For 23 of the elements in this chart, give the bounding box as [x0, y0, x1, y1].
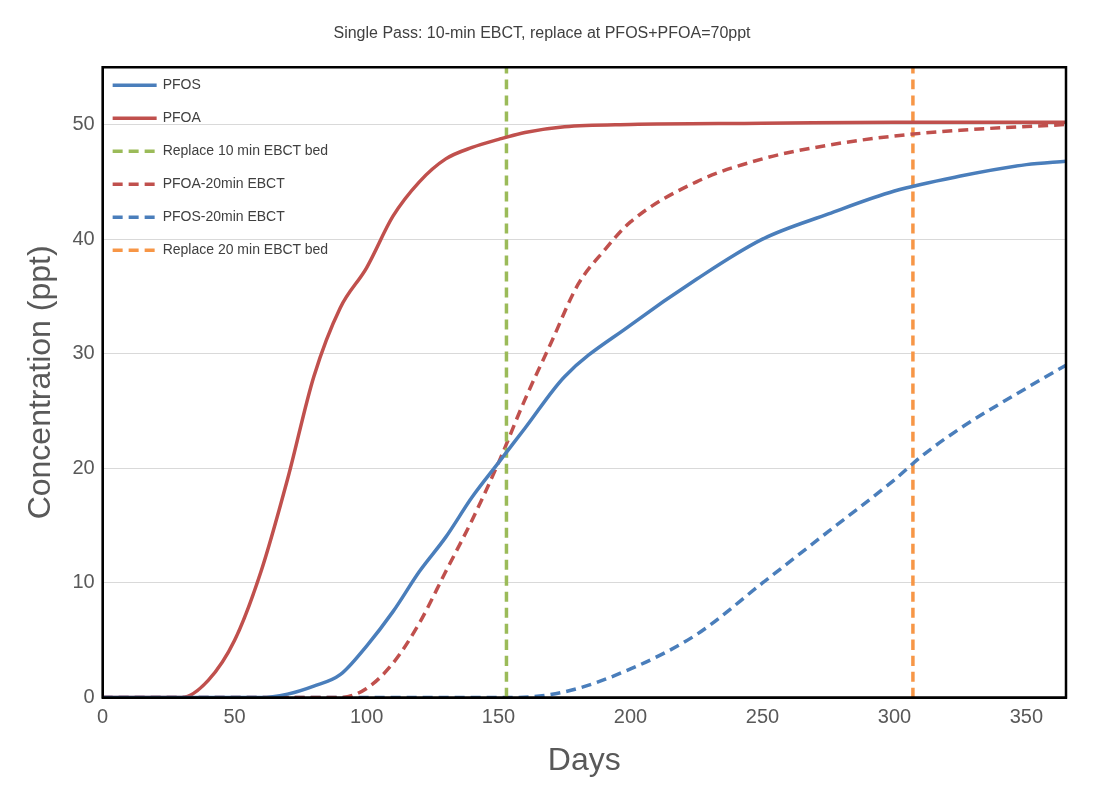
y-tick-label: 50: [72, 112, 95, 135]
y-axis-title: Concentration (ppt): [21, 245, 58, 520]
y-tick-label: 20: [72, 455, 95, 478]
x-tick-label: 100: [349, 705, 384, 728]
legend-label: PFOA: [162, 109, 202, 126]
y-tick-label: 30: [72, 341, 95, 364]
legend-label: Replace 20 min EBCT bed: [162, 241, 329, 258]
legend-label: PFOS-20min EBCT: [162, 208, 286, 225]
x-tick-label: 300: [877, 705, 912, 728]
y-tick-label: 0: [83, 685, 95, 708]
legend-label: Replace 10 min EBCT bed: [162, 142, 329, 159]
legend-label: PFOS: [162, 76, 201, 93]
x-tick-label: 0: [97, 705, 109, 728]
x-axis-title: Days: [547, 740, 621, 777]
chart-title: Single Pass: 10-min EBCT, replace at PFOS+PFOA=70ppt: [333, 24, 752, 42]
x-tick-label: 250: [745, 705, 780, 728]
x-tick-label: 200: [613, 705, 648, 728]
x-tick-label: 350: [1009, 705, 1044, 728]
x-tick-label: 50: [223, 705, 246, 728]
y-tick-label: 40: [72, 226, 95, 249]
x-tick-label: 150: [481, 705, 516, 728]
y-tick-label: 10: [72, 570, 95, 593]
legend-label: PFOA-20min EBCT: [162, 175, 286, 192]
